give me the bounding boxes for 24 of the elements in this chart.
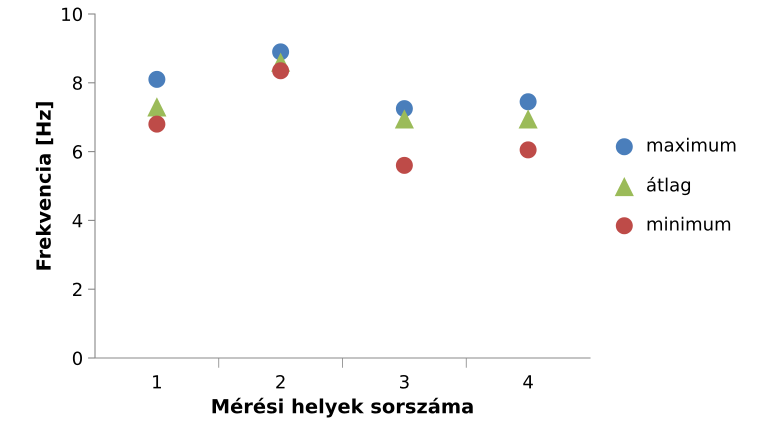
x-tick-label: 4	[523, 375, 533, 388]
y-tick-label: 8	[72, 76, 82, 90]
point	[272, 62, 290, 80]
legend-label: átlag	[647, 176, 690, 196]
y-axis-title: Frekvencia [Hz]	[36, 102, 54, 270]
legend-label: maximum	[648, 138, 736, 152]
x-tick-label: 1	[153, 375, 161, 388]
point	[148, 116, 166, 133]
y-tick-label: 4	[72, 214, 82, 228]
point	[396, 156, 413, 174]
point	[518, 109, 538, 128]
x-axis-title: Mérési helyek sorszáma	[212, 398, 473, 418]
point	[520, 141, 537, 158]
point	[147, 97, 166, 116]
y-tick-label: 2	[73, 282, 82, 296]
point	[520, 93, 537, 110]
y-tick-label: 6	[72, 145, 82, 159]
x-tick-label: 2	[276, 374, 285, 388]
legend-label: minimum	[648, 216, 730, 231]
y-tick-label: 10	[62, 7, 82, 22]
y-tick-label: 0	[72, 351, 82, 366]
point	[394, 109, 414, 128]
point	[148, 70, 166, 88]
x-tick-label: 3	[400, 374, 409, 389]
